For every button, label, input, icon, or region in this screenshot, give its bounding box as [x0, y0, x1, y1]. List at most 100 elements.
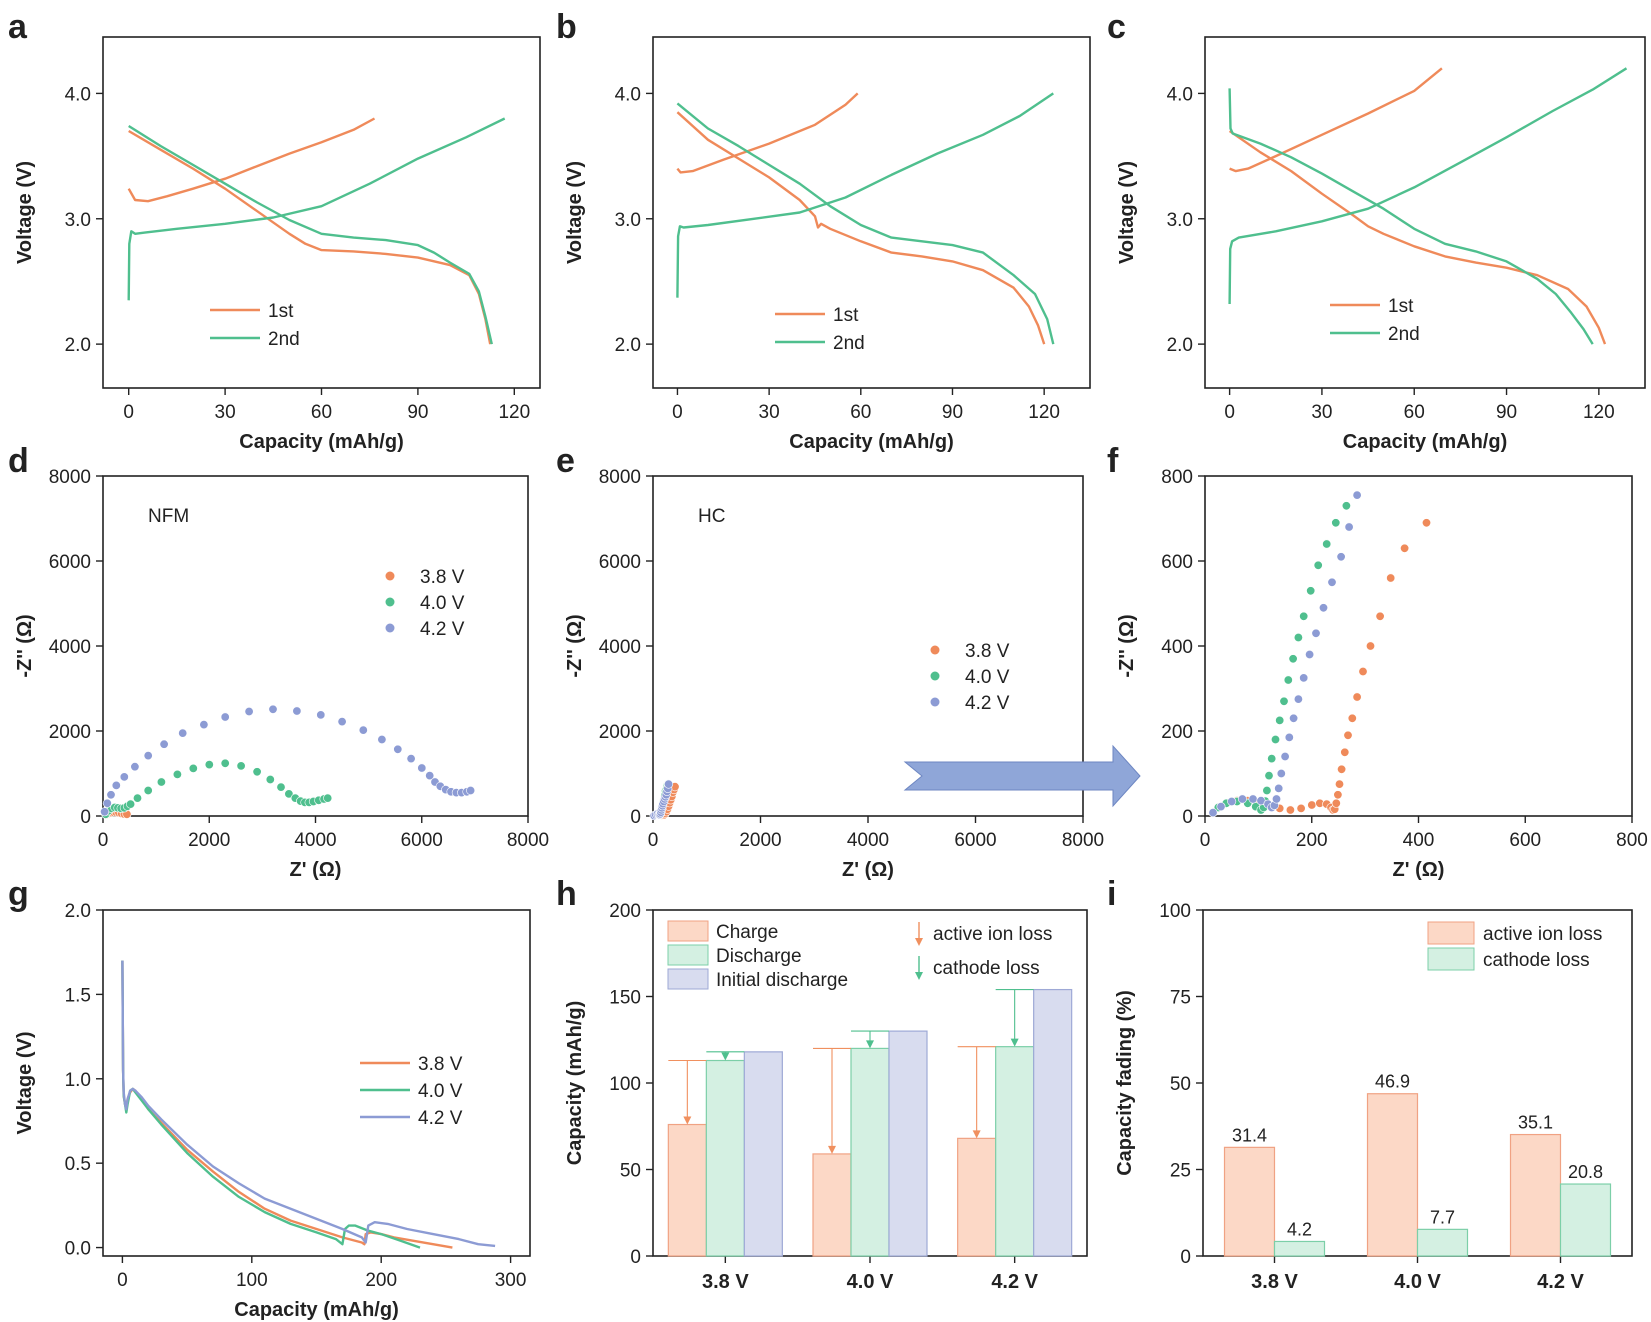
data-point	[1400, 543, 1410, 553]
data-point	[1386, 573, 1396, 583]
bar	[1033, 988, 1073, 1257]
panel-letter-a: a	[8, 8, 28, 46]
data-point	[1288, 654, 1298, 664]
data-point	[220, 758, 230, 768]
series-line	[121, 960, 421, 1249]
y-tick-label: 3.0	[65, 210, 91, 231]
data-point	[1358, 666, 1368, 676]
x-tick-label: 30	[215, 402, 236, 423]
legend-label: 4.0 V	[965, 667, 1010, 688]
legend-label: Discharge	[716, 946, 802, 967]
y-tick-label: 0.0	[65, 1239, 91, 1260]
legend-label: 4.0 V	[420, 593, 465, 614]
bar	[995, 1046, 1035, 1257]
y-tick-label: 200	[1161, 722, 1193, 743]
panel-i: 0 25 50 75 100 Capacity fading (%) 3.8 V 31.4 4.…	[1114, 901, 1633, 1293]
x-tick-label: 600	[1509, 830, 1541, 851]
legend-label: 2nd	[1388, 324, 1420, 345]
y-tick-label: 600	[1161, 552, 1193, 573]
x-axis-label: Capacity (mAh/g)	[239, 431, 403, 453]
plot-frame	[102, 36, 541, 389]
series-line	[676, 111, 1046, 345]
data-point	[268, 704, 278, 714]
x-tick-label: 0	[672, 402, 683, 423]
data-point	[236, 761, 246, 771]
data-point	[1284, 732, 1294, 742]
data-point	[1283, 675, 1293, 685]
data-point	[1331, 798, 1341, 808]
x-axis-label: Z' (Ω)	[1393, 859, 1445, 881]
data-point	[1331, 518, 1341, 528]
data-point	[1296, 803, 1306, 813]
data-point	[133, 793, 143, 803]
y-axis-label: Capacity fading (%)	[1114, 990, 1136, 1176]
panel-letter-h: h	[556, 875, 577, 913]
bar-value-label: 31.4	[1232, 1125, 1267, 1145]
x-tick-label: 90	[407, 402, 428, 423]
data-point	[204, 760, 214, 770]
bar	[1223, 1146, 1276, 1257]
data-point	[126, 799, 136, 809]
data-point	[1279, 696, 1289, 706]
y-tick-label: 2.0	[65, 901, 91, 922]
plot-frame	[102, 475, 529, 817]
series-line	[128, 129, 492, 345]
x-tick-label: 4.2 V	[1537, 1271, 1584, 1293]
x-axis-label: Capacity (mAh/g)	[234, 1299, 398, 1321]
y-axis-label: Voltage (V)	[1116, 161, 1138, 264]
y-tick-label: 2000	[599, 722, 641, 743]
legend-marker	[930, 697, 940, 707]
data-point	[1264, 771, 1274, 781]
data-point	[1327, 577, 1337, 587]
y-tick-label: 25	[1170, 1161, 1191, 1182]
legend-label: 1st	[268, 301, 294, 322]
bar	[667, 1123, 707, 1257]
x-tick-label: 8000	[507, 830, 549, 851]
x-tick-label: 3.8 V	[702, 1271, 749, 1293]
y-axis-label: Capacity (mAh/g)	[564, 1001, 586, 1165]
x-tick-label: 4000	[294, 830, 336, 851]
bar-value-label: 7.7	[1430, 1207, 1455, 1227]
legend-marker	[930, 645, 940, 655]
y-tick-label: 400	[1161, 637, 1193, 658]
panel-letter-d: d	[8, 442, 29, 480]
y-tick-label: 0	[1182, 807, 1193, 828]
y-tick-label: 0	[630, 807, 641, 828]
y-axis-label: -Z'' (Ω)	[564, 614, 586, 677]
series-line	[1228, 88, 1594, 345]
data-point	[1340, 747, 1350, 757]
data-point	[188, 763, 198, 773]
series-line	[676, 92, 1054, 298]
y-axis-label: Voltage (V)	[14, 161, 36, 264]
data-point	[111, 780, 121, 790]
data-point	[265, 774, 275, 784]
bar	[957, 1137, 997, 1257]
bar-value-label: 35.1	[1518, 1113, 1553, 1133]
data-point	[1337, 764, 1347, 774]
y-tick-label: 2000	[49, 722, 91, 743]
x-axis-label: Z' (Ω)	[842, 859, 894, 881]
x-tick-label: 120	[1583, 402, 1615, 423]
panel-letter-f: f	[1107, 442, 1119, 480]
data-point	[337, 717, 347, 727]
bar	[1416, 1228, 1469, 1257]
y-tick-label: 1.0	[65, 1070, 91, 1091]
bar	[1559, 1183, 1612, 1257]
y-tick-label: 0	[1180, 1247, 1191, 1268]
plot-frame	[1204, 475, 1633, 817]
panel-annotation: NFM	[148, 506, 189, 527]
series-line	[676, 92, 859, 174]
x-axis-label: Z' (Ω)	[290, 859, 342, 881]
data-point	[1352, 692, 1362, 702]
y-tick-label: 8000	[49, 467, 91, 488]
data-point	[1313, 560, 1323, 570]
y-tick-label: 2.0	[1167, 335, 1193, 356]
data-point	[1341, 501, 1351, 511]
x-tick-label: 120	[498, 402, 530, 423]
y-tick-label: 2.0	[615, 335, 641, 356]
data-point	[1237, 794, 1247, 804]
data-point	[1275, 715, 1285, 725]
x-tick-label: 8000	[1062, 830, 1104, 851]
series-line	[127, 117, 376, 203]
series-line	[1228, 67, 1628, 305]
